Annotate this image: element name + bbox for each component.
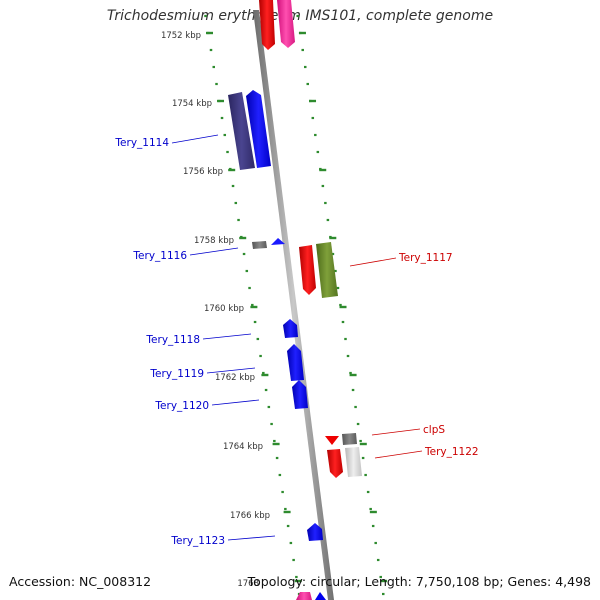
forward-strand-genes <box>228 90 326 600</box>
scale-tick-labels: 1752 kbp 1754 kbp 1756 kbp 1758 kbp 1760… <box>161 31 270 589</box>
gene-arrow-tery-1122-red[interactable] <box>327 449 343 478</box>
connector-tery-1120 <box>211 399 260 406</box>
gene-arrow-tery-1120[interactable] <box>292 380 308 409</box>
gene-labels: Tery_1114 Tery_1116 Tery_1118 Tery_1119 … <box>114 137 478 547</box>
tick-label-1758: 1758 kbp <box>194 236 234 246</box>
gene-arrow-clps-grey[interactable] <box>342 433 357 445</box>
connector-tery-1123 <box>227 535 276 541</box>
connector-tery-1117 <box>349 257 397 267</box>
connector-tery-1122 <box>374 450 423 459</box>
map-title: Trichodesmium erythraeum IMS101, complet… <box>106 8 494 24</box>
label-connectors <box>171 134 423 541</box>
gene-arrow-tery-1117-red[interactable] <box>299 245 316 295</box>
connector-clps <box>371 428 421 436</box>
gene-label-tery-1120[interactable]: Tery_1120 <box>154 400 209 412</box>
gene-label-tery-1119[interactable]: Tery_1119 <box>149 368 204 380</box>
gene-label-tery-1116[interactable]: Tery_1116 <box>132 250 187 262</box>
genome-summary-text: Topology: circular; Length: 7,750,108 bp… <box>247 574 591 589</box>
gene-arrow-bottom-pink[interactable] <box>296 592 312 600</box>
tick-label-1766: 1766 kbp <box>230 511 270 521</box>
accession-text: Accession: NC_008312 <box>9 574 152 589</box>
tick-label-1756: 1756 kbp <box>183 167 223 177</box>
tick-label-1768: 1768 <box>237 579 259 589</box>
gene-arrow-tery-1118[interactable] <box>283 319 298 338</box>
gene-arrow-tery-1114-navy[interactable] <box>228 92 255 170</box>
gene-arrow-tery-1117-green[interactable] <box>316 242 338 298</box>
scale-ticks <box>206 31 388 583</box>
tick-label-1754: 1754 kbp <box>172 99 212 109</box>
reverse-strand-genes <box>259 0 362 600</box>
tick-label-1762: 1762 kbp <box>215 373 255 383</box>
gene-arrow-tery-1119[interactable] <box>287 344 304 381</box>
tick-label-1752: 1752 kbp <box>161 31 201 41</box>
gene-label-tery-1118[interactable]: Tery_1118 <box>145 334 200 346</box>
gene-arrow-bottom-blue[interactable] <box>315 592 326 600</box>
tick-label-1764: 1764 kbp <box>223 442 263 452</box>
gene-arrow-top-red[interactable] <box>259 0 275 50</box>
gene-arrow-tery-1116-grey[interactable] <box>252 241 267 249</box>
gene-label-tery-1123[interactable]: Tery_1123 <box>170 535 225 547</box>
dna-backbone <box>253 10 334 600</box>
connector-tery-1118 <box>202 333 252 340</box>
connector-tery-1114 <box>171 134 219 144</box>
gene-arrow-clps[interactable] <box>325 436 339 445</box>
gene-label-tery-1122[interactable]: Tery_1122 <box>424 446 479 458</box>
gene-arrow-top-pink[interactable] <box>277 0 295 48</box>
connector-tery-1116 <box>189 247 239 256</box>
reverse-strand-track <box>296 14 385 596</box>
tick-label-1760: 1760 kbp <box>204 304 244 314</box>
gene-label-tery-1117[interactable]: Tery_1117 <box>398 252 453 264</box>
gene-arrow-tery-1122-light[interactable] <box>345 447 362 477</box>
gene-label-tery-1114[interactable]: Tery_1114 <box>114 137 169 149</box>
gene-arrow-tery-1114-blue[interactable] <box>246 90 271 168</box>
gene-arrow-tery-1116-blue[interactable] <box>271 238 285 245</box>
gene-arrow-tery-1123[interactable] <box>307 523 323 541</box>
gene-label-clps[interactable]: clpS <box>423 424 445 436</box>
connector-tery-1119 <box>206 367 256 374</box>
